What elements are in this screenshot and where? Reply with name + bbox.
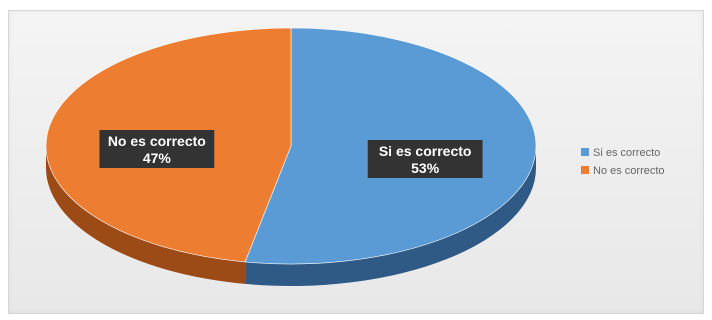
chart-area: Si es correcto 53% No es correcto 47% Si es… xyxy=(8,10,704,314)
pie-side-0 xyxy=(245,146,536,286)
legend-swatch-0 xyxy=(581,148,589,156)
legend-item-1: No es correcto xyxy=(581,165,665,177)
data-label-box-0 xyxy=(367,139,483,178)
legend-label-0: Si es correcto xyxy=(593,147,660,159)
data-label-box-1 xyxy=(99,130,215,169)
data-label-name-1: No es correcto xyxy=(108,133,206,149)
data-label-name-0: Si es correcto xyxy=(379,143,472,159)
pie-side-1 xyxy=(46,146,246,284)
data-label-percent-1: 47% xyxy=(143,150,172,166)
pie-depth xyxy=(46,146,536,286)
legend-item-0: Si es correcto xyxy=(581,147,660,159)
legend-swatch-1 xyxy=(581,166,589,174)
legend: Si es correcto No es correcto xyxy=(581,147,665,177)
data-label-percent-0: 53% xyxy=(411,160,440,176)
legend-label-1: No es correcto xyxy=(593,165,665,177)
